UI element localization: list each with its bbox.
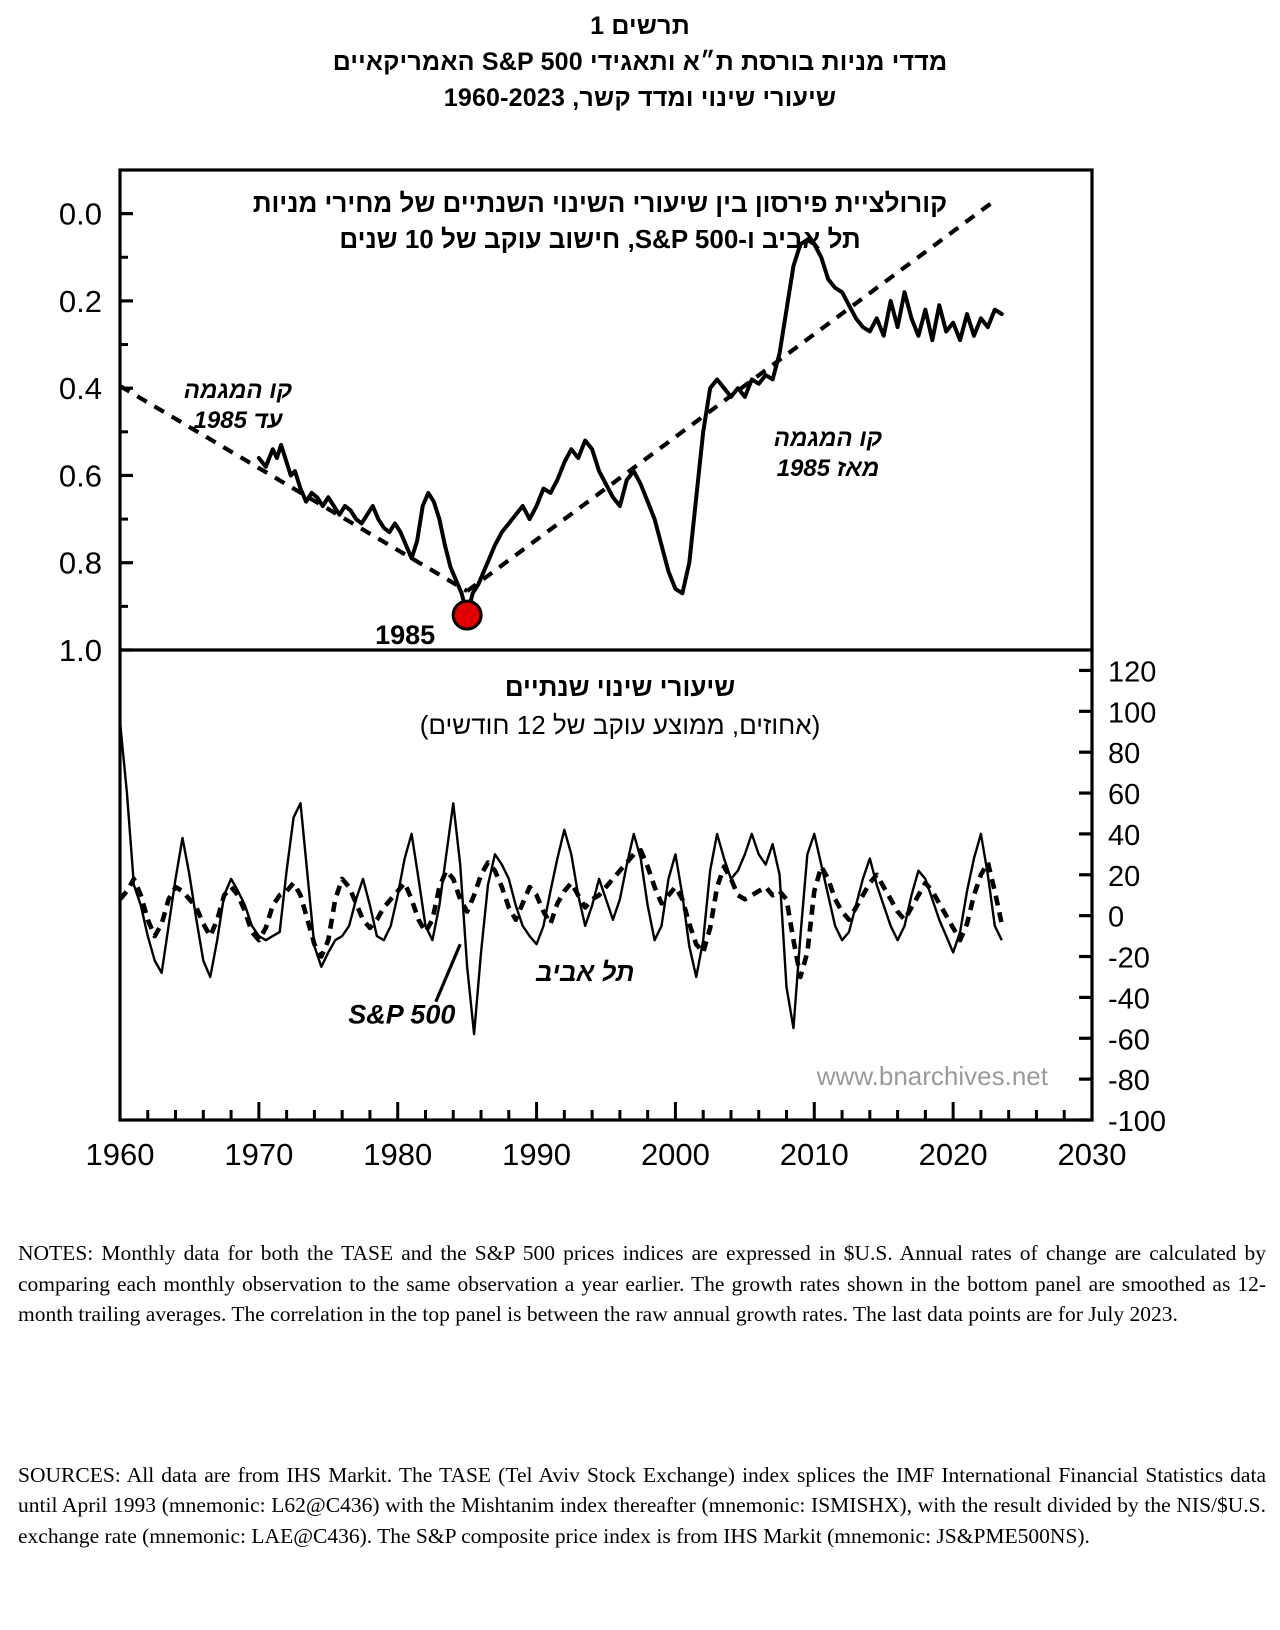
x-tick-label: 2020 <box>919 1137 988 1172</box>
x-tick-label: 2010 <box>780 1137 849 1172</box>
figure-title-line-3: שיעורי שינוי ומדד קשר, 1960-2023 <box>443 84 837 112</box>
sources-paragraph: SOURCES: All data are from IHS Markit. T… <box>18 1462 1266 1548</box>
telaviv-growth-line <box>118 721 1003 1036</box>
sp500-leader-line <box>434 943 462 1003</box>
year-1985-marker <box>451 599 483 631</box>
bottom-panel-title-line-2: (אחוזים, ממוצע עוקב של 12 חודשים) <box>420 710 821 740</box>
year-1985-label: 1985 <box>375 620 435 650</box>
x-tick-label: 2000 <box>641 1137 710 1172</box>
bottom-y-tick-label: 20 <box>1108 861 1140 893</box>
top-panel-titles: קורולציית פירסון בין שיעורי השינוי השנתי… <box>253 188 947 254</box>
bottom-y-tick-label: 0 <box>1108 902 1124 934</box>
bottom-y-tick-label: 40 <box>1108 820 1140 852</box>
bottom-panel-y-axis: 120 100 80 60 40 20 0 -20 -40 -60 -80 -100 <box>1079 656 1166 1138</box>
top-y-tick-label: 0.0 <box>59 197 102 232</box>
top-panel-annotations: קו המגמה עד 1985 קו המגמה מאז 1985 <box>184 377 883 482</box>
top-panel-title-line-1: קורולציית פירסון בין שיעורי השינוי השנתי… <box>253 188 947 218</box>
top-y-tick-label: 1.0 <box>59 633 102 668</box>
sp500-series-label: S&P 500 <box>348 1000 455 1030</box>
sources-block: SOURCES: All data are from IHS Markit. T… <box>18 1438 1266 1573</box>
bottom-y-tick-label: -60 <box>1108 1024 1150 1056</box>
top-panel-y-axis: 1.0 0.8 0.6 0.4 0.2 0.0 <box>59 168 133 668</box>
telaviv-series-label: תל אביב <box>535 957 635 987</box>
bottom-panel-title-line-1: שיעורי שינוי שנתיים <box>505 672 735 702</box>
bottom-y-tick-label: -100 <box>1108 1106 1166 1138</box>
top-y-tick-label: 0.2 <box>59 284 102 319</box>
trend-annotation-right-line-2: מאז 1985 <box>777 455 880 482</box>
x-tick-label: 2030 <box>1058 1137 1127 1172</box>
x-tick-label: 1960 <box>86 1137 155 1172</box>
figure-title-block: תרשים 1 מדדי מניות בורסת ת״א ותאגידי S&P… <box>0 8 1280 116</box>
correlation-curve <box>256 237 1004 618</box>
bottom-y-tick-label: 100 <box>1108 697 1156 729</box>
bottom-y-tick-label: 120 <box>1108 656 1156 688</box>
chart-figure: 1.0 0.8 0.6 0.4 0.2 0.0 120 100 80 60 40 20 0 -20 -40 -… <box>0 160 1280 1220</box>
watermark-text: www.bnarchives.net <box>816 1061 1049 1091</box>
bottom-y-tick-label: 60 <box>1108 779 1140 811</box>
figure-number: תרשים 1 <box>590 12 690 40</box>
bottom-y-tick-label: 80 <box>1108 738 1140 770</box>
bottom-y-tick-label: -80 <box>1108 1065 1150 1097</box>
chart-svg: 1.0 0.8 0.6 0.4 0.2 0.0 120 100 80 60 40 20 0 -20 -40 -… <box>59 168 1166 1172</box>
x-tick-label: 1990 <box>502 1137 571 1172</box>
trend-annotation-right-line-1: קו המגמה <box>774 425 883 452</box>
trend-annotation-left-line-1: קו המגמה <box>184 377 293 404</box>
notes-block: NOTES: Monthly data for both the TASE an… <box>18 1238 1266 1330</box>
top-panel-title-line-2: תל אביב ו-S&P 500, חישוב עוקב של 10 שנים <box>339 224 860 254</box>
bottom-y-tick-label: -20 <box>1108 943 1150 975</box>
top-y-tick-label: 0.4 <box>59 371 102 406</box>
top-y-tick-label: 0.8 <box>59 546 102 581</box>
bottom-panel-titles: שיעורי שינוי שנתיים (אחוזים, ממוצע עוקב ש… <box>420 672 821 740</box>
trend-annotation-left-line-2: עד 1985 <box>194 407 284 434</box>
figure-title-line-2: מדדי מניות בורסת ת״א ותאגידי S&P 500 האמ… <box>332 48 948 76</box>
bottom-y-tick-label: -40 <box>1108 983 1150 1015</box>
top-y-tick-label: 0.6 <box>59 458 102 493</box>
trend-line-trend-until-1985 <box>118 384 469 593</box>
x-tick-label: 1980 <box>363 1137 432 1172</box>
notes-paragraph: NOTES: Monthly data for both the TASE an… <box>18 1241 1266 1326</box>
plot-frame <box>118 168 1094 1122</box>
x-axis: 1960 1970 1980 1990 2000 2010 2020 2030 <box>86 1102 1127 1172</box>
x-tick-label: 1970 <box>224 1137 293 1172</box>
